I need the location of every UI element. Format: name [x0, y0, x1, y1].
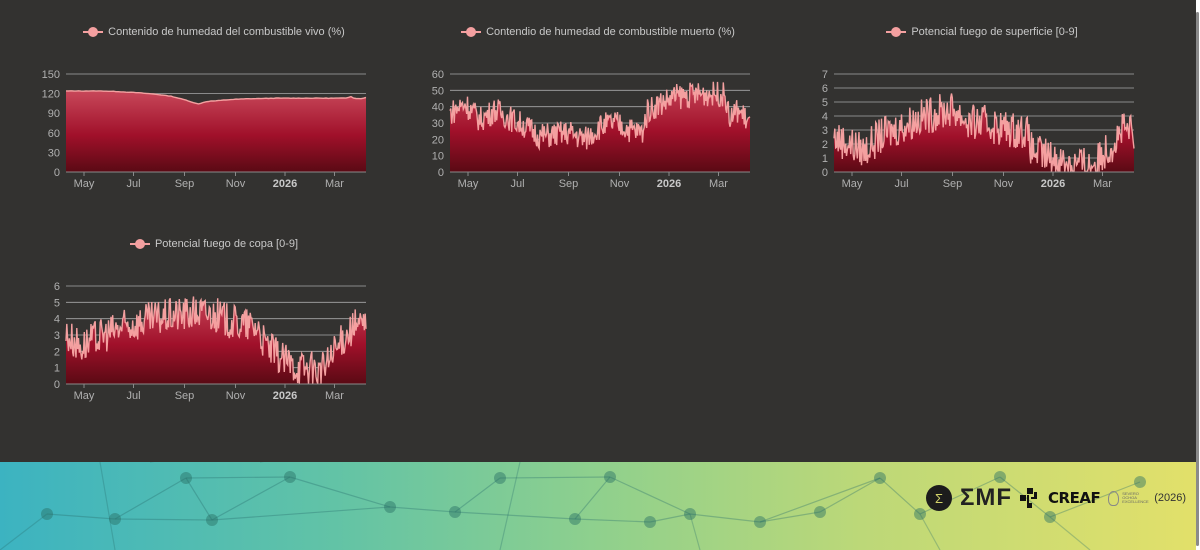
series-line[interactable]	[449, 81, 751, 152]
y-tick-label: 10	[432, 151, 444, 163]
x-tick-label: Nov	[610, 178, 630, 190]
chart-plot[interactable]: 0 10 20 30 40 50 60 May Jul Sep Nov 2026 Mar	[408, 26, 788, 226]
x-tick-label: Mar	[1093, 178, 1112, 190]
x-tick-label: Jul	[510, 178, 524, 190]
x-tick-label: May	[458, 178, 479, 190]
series-line[interactable]	[65, 90, 367, 105]
footer: Σ ΣMF CREAF SEVERO OCHOA EXCELLENCE (202…	[0, 462, 1196, 550]
y-tick-label: 30	[432, 118, 444, 130]
chart-legend[interactable]: Contenido de humedad del combustible viv…	[24, 26, 404, 38]
y-tick-label: 6	[54, 281, 60, 293]
creaf-logo-icon	[1020, 488, 1040, 508]
chart-crown-fire-potential[interactable]: Potencial fuego de copa [0-9] 0 1 2 3 4 5 6 May…	[24, 238, 404, 438]
y-tick-label: 0	[54, 167, 60, 179]
x-tick-label: Sep	[175, 178, 195, 190]
y-tick-label: 2	[822, 139, 828, 151]
severo-ochoa-logo[interactable]: SEVERO OCHOA EXCELLENCE	[1108, 490, 1149, 506]
y-tick-label: 60	[48, 128, 60, 140]
y-tick-label: 90	[48, 108, 60, 120]
chart-plot[interactable]: 0 1 2 3 4 5 6 May Jul Sep Nov 2026 Mar	[24, 238, 404, 438]
y-tick-label: 1	[822, 153, 828, 165]
x-tick-label: Mar	[325, 178, 344, 190]
legend-marker-icon	[886, 27, 907, 37]
y-tick-label: 40	[432, 102, 444, 114]
y-tick-label: 3	[822, 125, 828, 137]
chart-dead-fuel-moisture[interactable]: Contendio de humedad de combustible muer…	[408, 26, 788, 226]
x-tick-label: 2026	[273, 390, 297, 402]
legend-label: Potencial fuego de copa [0-9]	[154, 238, 299, 250]
area-fill	[834, 93, 1134, 172]
x-tick-label: Nov	[226, 178, 246, 190]
y-tick-label: 6	[822, 83, 828, 95]
legend-label: Potencial fuego de superficie [0-9]	[911, 26, 1078, 38]
x-tick-label: Sep	[943, 178, 963, 190]
legend-marker-icon	[461, 27, 482, 37]
chart-legend[interactable]: Potencial fuego de superficie [0-9]	[792, 26, 1172, 38]
x-tick-label: Mar	[709, 178, 728, 190]
y-tick-label: 4	[54, 314, 60, 326]
chart-plot[interactable]: 0 30 60 90 120 150 May Jul Sep Nov 2026 Mar	[24, 26, 404, 226]
y-tick-label: 20	[432, 134, 444, 146]
series-line[interactable]	[833, 93, 1135, 173]
emf-logo[interactable]: ΣMF	[959, 484, 1013, 511]
legend-marker-icon	[83, 27, 104, 37]
area-fill	[66, 90, 366, 172]
y-tick-label: 120	[42, 89, 60, 101]
footer-logos: Σ ΣMF CREAF SEVERO OCHOA EXCELLENCE (202…	[925, 484, 1186, 512]
x-tick-label: May	[842, 178, 863, 190]
y-tick-label: 150	[42, 69, 60, 81]
legend-marker-icon	[129, 239, 150, 249]
x-tick-label: Mar	[325, 390, 344, 402]
chart-legend[interactable]: Potencial fuego de copa [0-9]	[24, 238, 404, 250]
y-tick-label: 0	[438, 167, 444, 179]
page-scrollbar[interactable]	[1196, 0, 1200, 550]
chart-legend[interactable]: Contendio de humedad de combustible muer…	[408, 26, 788, 38]
y-tick-label: 5	[54, 297, 60, 309]
x-tick-label: Jul	[126, 178, 140, 190]
y-tick-label: 1	[54, 363, 60, 375]
y-tick-label: 5	[822, 97, 828, 109]
y-tick-label: 7	[822, 69, 828, 81]
x-tick-label: Sep	[559, 178, 579, 190]
y-tick-label: 0	[54, 379, 60, 391]
x-tick-label: 2026	[273, 178, 297, 190]
lightbulb-icon	[1108, 490, 1120, 506]
network-background-pattern	[0, 462, 1146, 550]
x-tick-label: Sep	[175, 390, 195, 402]
x-tick-label: 2026	[657, 178, 681, 190]
x-tick-label: Nov	[226, 390, 246, 402]
y-tick-label: 50	[432, 85, 444, 97]
chart-live-fuel-moisture[interactable]: Contenido de humedad del combustible viv…	[24, 26, 404, 226]
x-tick-label: 2026	[1041, 178, 1065, 190]
y-tick-label: 3	[54, 330, 60, 342]
y-tick-label: 30	[48, 147, 60, 159]
creaf-logo[interactable]: CREAF	[1048, 489, 1101, 507]
footer-year: (2026)	[1154, 492, 1186, 504]
x-tick-label: Nov	[994, 178, 1014, 190]
x-tick-label: May	[74, 390, 95, 402]
x-tick-label: May	[74, 178, 95, 190]
chart-surface-fire-potential[interactable]: Potencial fuego de superficie [0-9] 0 1 2 3…	[792, 26, 1172, 226]
x-tick-label: Jul	[126, 390, 140, 402]
y-tick-label: 60	[432, 69, 444, 81]
emf-seal-icon: Σ	[925, 485, 952, 511]
chart-plot[interactable]: 0 1 2 3 4 5 6 7 May Jul Sep Nov 2026 Mar	[792, 26, 1172, 226]
x-tick-label: Jul	[894, 178, 908, 190]
y-tick-label: 2	[54, 346, 60, 358]
y-tick-label: 0	[822, 167, 828, 179]
dashboard-page: Contenido de humedad del combustible viv…	[24, 26, 1172, 438]
scrollbar-thumb[interactable]	[1196, 12, 1199, 546]
y-tick-label: 4	[822, 111, 828, 123]
series-line[interactable]	[65, 296, 367, 384]
legend-label: Contenido de humedad del combustible viv…	[108, 26, 345, 38]
legend-label: Contendio de humedad de combustible muer…	[486, 26, 735, 38]
